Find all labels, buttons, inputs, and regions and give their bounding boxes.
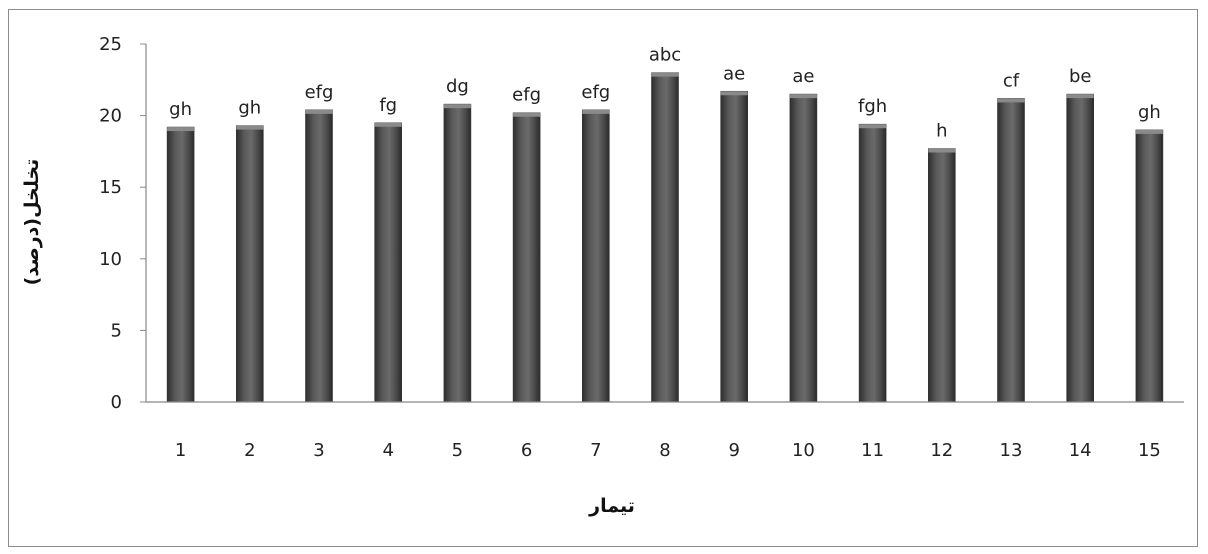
data-label: h (936, 121, 947, 142)
x-tick-label: 15 (1138, 440, 1161, 461)
bar-6 (512, 112, 541, 403)
bar-top-1 (167, 127, 195, 132)
bar-top-4 (374, 122, 402, 127)
bar-10 (789, 93, 818, 403)
y-tick-label: 15 (99, 177, 122, 198)
y-tick-label: 10 (99, 249, 122, 270)
x-tick-label: 12 (930, 440, 953, 461)
y-tick-label: 5 (111, 320, 122, 341)
bar-top-11 (859, 124, 887, 129)
bar-top-12 (928, 148, 956, 153)
data-label: abc (649, 45, 681, 66)
bar-top-10 (789, 94, 817, 99)
bar-top-6 (513, 112, 541, 117)
x-tick-label: 1 (175, 440, 186, 461)
x-tick-label: 3 (313, 440, 324, 461)
data-label: dg (446, 76, 469, 97)
data-label: ae (723, 63, 745, 84)
data-label: cf (1003, 70, 1020, 91)
bar-1 (166, 126, 195, 403)
data-label: gh (1138, 102, 1161, 123)
x-tick-label: 5 (452, 440, 463, 461)
bar-2 (236, 125, 264, 403)
x-tick-label: 2 (244, 440, 255, 461)
bar-top-3 (305, 109, 333, 114)
bar-12 (927, 148, 956, 403)
x-tick-label: 9 (728, 440, 739, 461)
data-label: fg (379, 95, 397, 116)
bar-13 (997, 98, 1025, 403)
bars (166, 72, 1164, 403)
bar-3 (305, 109, 333, 403)
bar-top-9 (720, 91, 748, 96)
bar-top-15 (1135, 129, 1163, 134)
bar-top-8 (651, 72, 679, 77)
data-label: gh (169, 99, 192, 120)
bar-11 (858, 123, 887, 403)
data-labels: gh gh efg fg dg efg efg abc ae ae fgh h cf be gh (169, 45, 1161, 142)
bar-4 (374, 122, 403, 403)
x-axis-ticks: 1 2 3 4 5 6 7 8 9 10 11 12 13 14 15 (175, 440, 1161, 461)
data-label: efg (305, 82, 334, 103)
x-tick-label: 8 (659, 440, 670, 461)
y-tick-label: 0 (111, 392, 122, 413)
data-label: gh (238, 98, 261, 119)
y-tick-label: 25 (99, 34, 122, 55)
x-axis-title: تیمار (588, 495, 635, 517)
bar-14 (1066, 93, 1094, 403)
bar-top-7 (582, 109, 610, 114)
data-label: ae (792, 66, 814, 87)
x-tick-label: 10 (792, 440, 815, 461)
bar-8 (651, 72, 679, 403)
y-axis-title: تخلخل(درصد) (21, 159, 43, 286)
bar-9 (720, 90, 749, 403)
x-tick-label: 7 (590, 440, 601, 461)
bar-15 (1135, 129, 1164, 403)
bar-top-2 (236, 125, 264, 130)
y-tick-label: 20 (99, 106, 122, 127)
data-label: efg (512, 85, 541, 106)
y-axis-ticks: 0 5 10 15 20 25 (99, 34, 146, 413)
bar-top-14 (1066, 94, 1094, 99)
x-tick-label: 13 (1000, 440, 1023, 461)
x-tick-label: 6 (521, 440, 532, 461)
data-label: fgh (858, 96, 887, 117)
bar-top-13 (997, 98, 1025, 103)
x-tick-label: 11 (861, 440, 884, 461)
x-tick-label: 14 (1069, 440, 1092, 461)
data-label: efg (581, 82, 610, 103)
bar-5 (443, 103, 472, 403)
data-label: be (1069, 66, 1092, 87)
bar-7 (581, 109, 610, 403)
bar-top-5 (443, 104, 471, 109)
x-tick-label: 4 (382, 440, 393, 461)
